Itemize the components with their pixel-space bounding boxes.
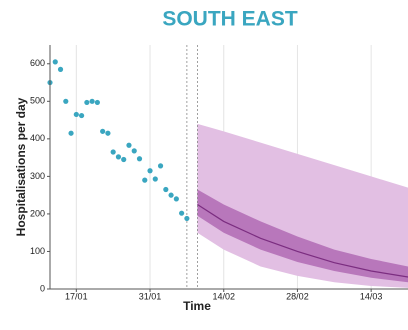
projection-band [197, 189, 408, 283]
observed-point [184, 215, 190, 222]
y-tick-label: 600 [30, 58, 45, 68]
observed-point [94, 99, 100, 106]
observed-point [57, 66, 64, 72]
chart-title: SOUTH EAST [162, 8, 298, 31]
observed-point [131, 148, 137, 154]
x-tick-label: 14/02 [212, 291, 235, 301]
y-tick-label: 100 [30, 246, 45, 256]
x-tick-label: 14/03 [360, 291, 383, 301]
observed-point [168, 192, 174, 198]
y-tick-label: 200 [30, 208, 45, 218]
observed-point [52, 59, 58, 65]
y-tick-label: 500 [30, 96, 45, 106]
observed-point [121, 156, 127, 163]
observed-point [126, 142, 132, 148]
observed-point [110, 149, 116, 155]
observed-point [105, 130, 111, 136]
observed-point [78, 112, 85, 119]
observed-point [173, 196, 179, 202]
x-axis-label: Time [183, 299, 211, 313]
observed-point [100, 128, 106, 134]
observed-point [115, 154, 122, 160]
observed-point [157, 163, 164, 169]
projection-median [197, 204, 408, 278]
observed-point [63, 98, 69, 104]
x-tick-label: 17/01 [65, 291, 88, 301]
observed-point [89, 98, 95, 104]
y-tick-label: 0 [40, 283, 45, 293]
projection-band [197, 123, 408, 288]
y-tick-label: 400 [30, 133, 45, 143]
observed-point [142, 177, 148, 183]
x-tick-label: 31/01 [139, 291, 162, 301]
observed-point [152, 176, 158, 182]
y-tick-label: 300 [30, 171, 45, 181]
x-tick-label: 28/02 [286, 291, 309, 301]
y-axis-label: Hospitalisations per day [14, 97, 28, 236]
observed-point [73, 111, 79, 118]
observed-point [68, 130, 74, 136]
observed-point [163, 186, 169, 193]
observed-point [147, 168, 153, 174]
observed-point [84, 99, 90, 106]
observed-point [179, 210, 185, 216]
observed-point [136, 156, 143, 162]
